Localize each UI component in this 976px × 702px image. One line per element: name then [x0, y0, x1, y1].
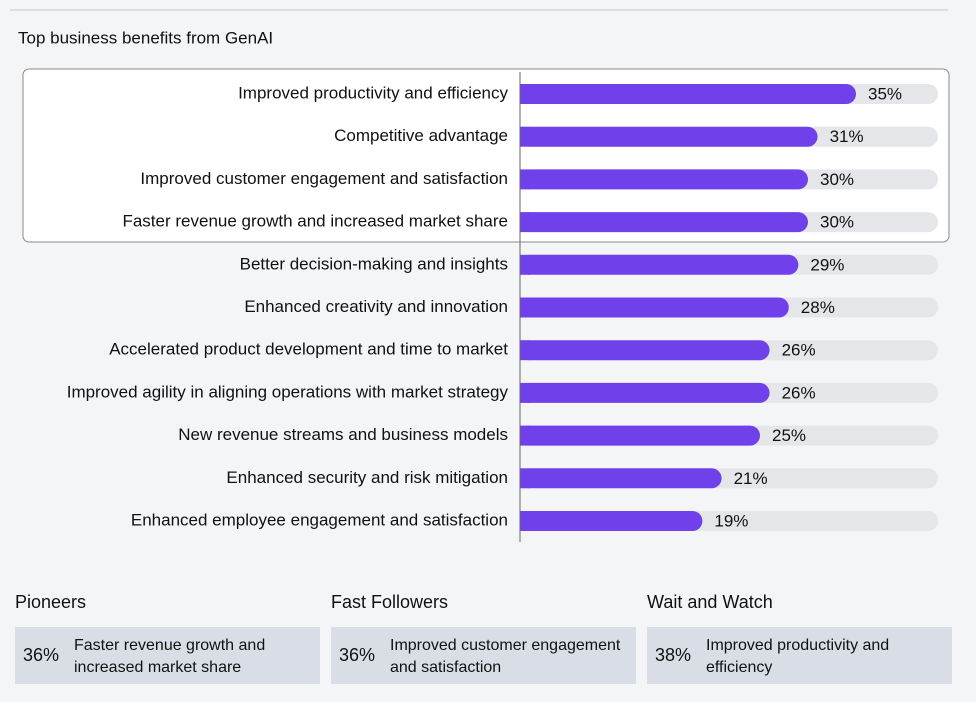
segment-share: 36%: [23, 645, 60, 665]
segment-benefit: Improved customer engagement and satisfa…: [390, 637, 621, 676]
bar: [520, 254, 799, 275]
bar-base: [520, 254, 530, 275]
segment-box: 36% Faster revenue growth and increased m…: [15, 627, 320, 684]
category-label: Enhanced security and risk mitigation: [226, 468, 508, 487]
value-label: 30%: [820, 213, 854, 232]
bar: [520, 382, 770, 403]
bar-base: [520, 468, 530, 489]
value-label: 26%: [782, 383, 816, 402]
category-label: Better decision-making and insights: [240, 254, 508, 273]
segment-name: Pioneers: [15, 592, 87, 612]
bar-base: [520, 126, 530, 147]
category-label: Improved productivity and efficiency: [238, 83, 508, 102]
value-label: 30%: [820, 170, 854, 189]
bar: [520, 126, 818, 147]
bar: [520, 468, 722, 489]
bar: [520, 425, 760, 446]
category-label: Faster revenue growth and increased mark…: [122, 212, 508, 231]
highlight-box: [22, 68, 950, 243]
value-label: 25%: [772, 426, 806, 445]
chart-title: Top business benefits from GenAI: [18, 28, 273, 47]
segment-name: Wait and Watch: [647, 592, 773, 612]
category-label: Competitive advantage: [334, 126, 508, 145]
value-label: 19%: [714, 511, 748, 530]
segment-share: 38%: [655, 645, 692, 665]
chart: Top business benefits from GenAI Improve…: [10, 9, 950, 542]
bar-base: [520, 340, 530, 361]
segment: Pioneers 36% Faster revenue growth and inc…: [15, 590, 320, 684]
bar-base: [520, 511, 530, 531]
value-label: 26%: [782, 341, 816, 360]
bar-base: [520, 84, 530, 104]
category-label: Improved customer engagement and satisfa…: [140, 169, 508, 188]
bar-base: [520, 297, 530, 318]
value-label: 29%: [810, 255, 844, 274]
segment-benefit: Faster revenue growth and increased mark…: [74, 637, 266, 676]
bar: [520, 84, 856, 104]
bar: [520, 511, 703, 531]
segment-benefit: Improved productivity and efficiency: [706, 637, 890, 676]
bar: [520, 212, 808, 233]
bar-base: [520, 382, 530, 403]
value-label: 21%: [734, 469, 768, 488]
segment-box: 38% Improved productivity and efficiency: [647, 627, 952, 684]
segment: Fast Followers 36% Improved customer engag…: [331, 590, 636, 684]
segment-share: 36%: [339, 645, 376, 665]
category-label: Accelerated product development and time…: [109, 340, 508, 359]
bar-base: [520, 212, 530, 233]
segment: Wait and Watch 38% Improved productivity a…: [647, 590, 952, 684]
bar-base: [520, 169, 530, 190]
category-label: Enhanced creativity and innovation: [244, 297, 508, 316]
bar: [520, 169, 808, 190]
category-label: Improved agility in aligning operations …: [67, 382, 509, 401]
bar-base: [520, 425, 530, 446]
bar: [520, 297, 789, 318]
segment-box: 36% Improved customer engagement and sati…: [331, 627, 636, 684]
category-label: New revenue streams and business models: [178, 425, 508, 444]
category-label: Enhanced employee engagement and satisfa…: [131, 510, 508, 529]
value-label: 28%: [801, 298, 835, 317]
value-label: 35%: [868, 84, 902, 103]
value-label: 31%: [830, 127, 864, 146]
bar: [520, 340, 770, 361]
segment-name: Fast Followers: [331, 592, 449, 612]
